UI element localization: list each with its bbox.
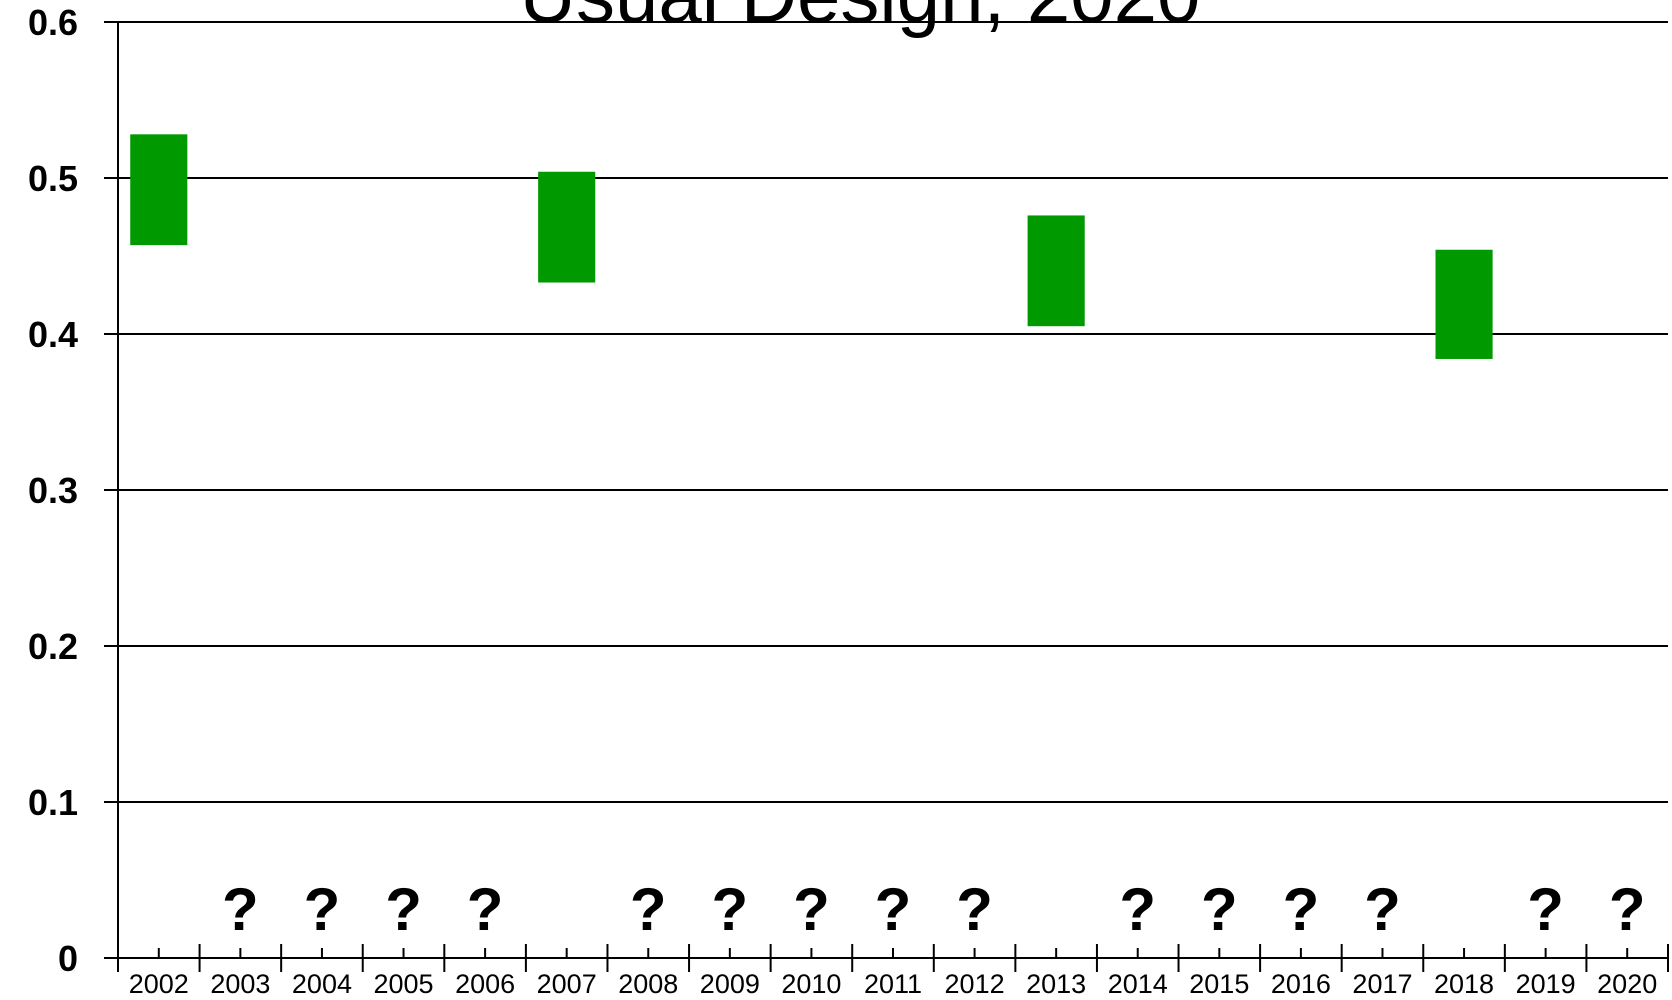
unknown-marker-2010: ? — [793, 876, 830, 943]
unknown-marker-2014: ? — [1119, 876, 1156, 943]
x-tick-label: 2007 — [537, 969, 597, 999]
x-tick-label: 2010 — [781, 969, 841, 999]
unknown-markers: ??????????????? — [222, 876, 1645, 943]
range-bar-2018 — [1435, 249, 1493, 359]
x-tick-label: 2006 — [455, 969, 515, 999]
y-tick-label: 0.6 — [28, 2, 78, 43]
x-tick-label: 2003 — [210, 969, 270, 999]
x-tick-label: 2017 — [1352, 969, 1412, 999]
unknown-marker-2017: ? — [1364, 876, 1401, 943]
y-tick-label: 0.4 — [28, 314, 78, 355]
unknown-marker-2020: ? — [1609, 876, 1646, 943]
x-tick-label: 2018 — [1434, 969, 1494, 999]
x-tick-label: 2013 — [1026, 969, 1086, 999]
y-tick-label: 0.5 — [28, 158, 78, 199]
unknown-marker-2012: ? — [956, 876, 993, 943]
unknown-marker-2011: ? — [875, 876, 912, 943]
range-bar-2007 — [538, 171, 596, 283]
x-tick-label: 2008 — [618, 969, 678, 999]
y-tick-label: 0.3 — [28, 470, 78, 511]
x-tick-label: 2019 — [1516, 969, 1576, 999]
gridlines — [118, 21, 1668, 803]
x-axis: 2002 2003 2004 2005 2006 2007 2008 2009 2010 2011… — [117, 944, 1669, 999]
x-tick-label: 2002 — [129, 969, 189, 999]
unknown-marker-2009: ? — [712, 876, 749, 943]
unknown-marker-2004: ? — [304, 876, 341, 943]
chart-title: Usual Design, 2020 — [520, 0, 1201, 39]
x-tick-label: 2016 — [1271, 969, 1331, 999]
unknown-marker-2016: ? — [1283, 876, 1320, 943]
unknown-marker-2019: ? — [1527, 876, 1564, 943]
x-tick-label: 2012 — [945, 969, 1005, 999]
x-tick-label: 2020 — [1597, 969, 1657, 999]
unknown-marker-2008: ? — [630, 876, 667, 943]
range-bars — [130, 134, 1493, 359]
x-tick-label: 2011 — [864, 969, 922, 999]
range-bar-2013 — [1027, 215, 1085, 327]
y-tick-label: 0 — [58, 938, 78, 979]
x-tick-label: 2009 — [700, 969, 760, 999]
x-tick-label: 2015 — [1189, 969, 1249, 999]
unknown-marker-2006: ? — [467, 876, 504, 943]
range-bar-2002 — [130, 134, 188, 246]
y-tick-label: 0.2 — [28, 626, 78, 667]
x-tick-label: 2004 — [292, 969, 352, 999]
unknown-marker-2015: ? — [1201, 876, 1238, 943]
y-axis: 0 0.1 0.2 0.3 0.4 0.5 0.6 — [28, 2, 119, 979]
x-tick-label: 2014 — [1108, 969, 1168, 999]
y-tick-label: 0.1 — [28, 782, 78, 823]
unknown-marker-2003: ? — [222, 876, 259, 943]
x-tick-label: 2005 — [373, 969, 433, 999]
unknown-marker-2005: ? — [385, 876, 422, 943]
